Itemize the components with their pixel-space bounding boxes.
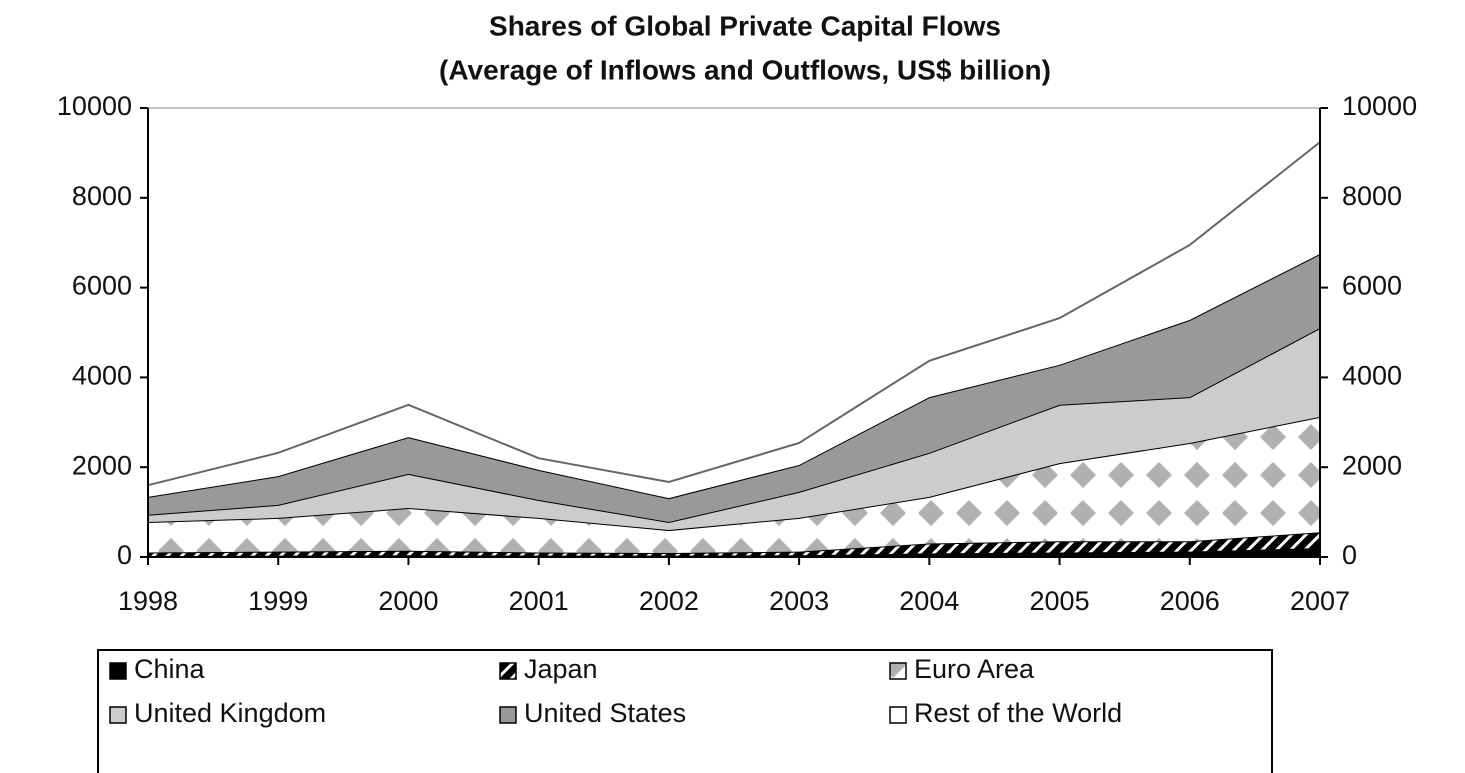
legend-label: China: [134, 654, 206, 684]
y-tick-label: 4000: [72, 361, 132, 391]
legend-label: Euro Area: [914, 654, 1035, 684]
y-tick-label: 8000: [72, 181, 132, 211]
x-tick-label: 2006: [1160, 586, 1220, 616]
x-tick-label: 1999: [248, 586, 308, 616]
y2-tick-label: 6000: [1342, 271, 1402, 301]
legend-swatch: [499, 706, 517, 724]
x-tick-label: 2002: [639, 586, 699, 616]
chart-subtitle: (Average of Inflows and Outflows, US$ bi…: [439, 54, 1051, 85]
legend-swatch: [889, 662, 907, 680]
area-edge: [147, 141, 1321, 487]
legend-swatch: [499, 662, 517, 680]
y2-tick-label: 4000: [1342, 361, 1402, 391]
y2-tick-label: 0: [1342, 540, 1357, 570]
area: [148, 253, 1320, 522]
legend-swatch: [109, 662, 127, 680]
y-tick-label: 2000: [72, 450, 132, 480]
x-tick-label: 2003: [769, 586, 829, 616]
area: [148, 416, 1320, 553]
y2-tick-label: 8000: [1342, 181, 1402, 211]
y-tick-label: 0: [117, 540, 132, 570]
y-tick-label: 6000: [72, 271, 132, 301]
area: [148, 142, 1320, 499]
legend-label: Rest of the World: [914, 698, 1122, 728]
x-tick-label: 2001: [509, 586, 569, 616]
legend-swatch: [109, 706, 127, 724]
x-tick-label: 2000: [378, 586, 438, 616]
legend-label: Japan: [524, 654, 598, 684]
x-tick-label: 2005: [1030, 586, 1090, 616]
area: [148, 328, 1320, 531]
x-tick-label: 2007: [1290, 586, 1350, 616]
legend-label: United Kingdom: [134, 698, 326, 728]
legend-box: [97, 649, 1273, 773]
y2-tick-label: 10000: [1342, 91, 1417, 121]
chart-title: Shares of Global Private Capital Flows: [489, 10, 1001, 41]
legend-label: United States: [524, 698, 686, 728]
x-tick-label: 2004: [899, 586, 959, 616]
legend-swatch: [889, 706, 907, 724]
x-tick-label: 1998: [118, 586, 178, 616]
area: [148, 548, 1320, 557]
y-tick-label: 10000: [57, 91, 132, 121]
area: [148, 532, 1320, 557]
y2-tick-label: 2000: [1342, 450, 1402, 480]
